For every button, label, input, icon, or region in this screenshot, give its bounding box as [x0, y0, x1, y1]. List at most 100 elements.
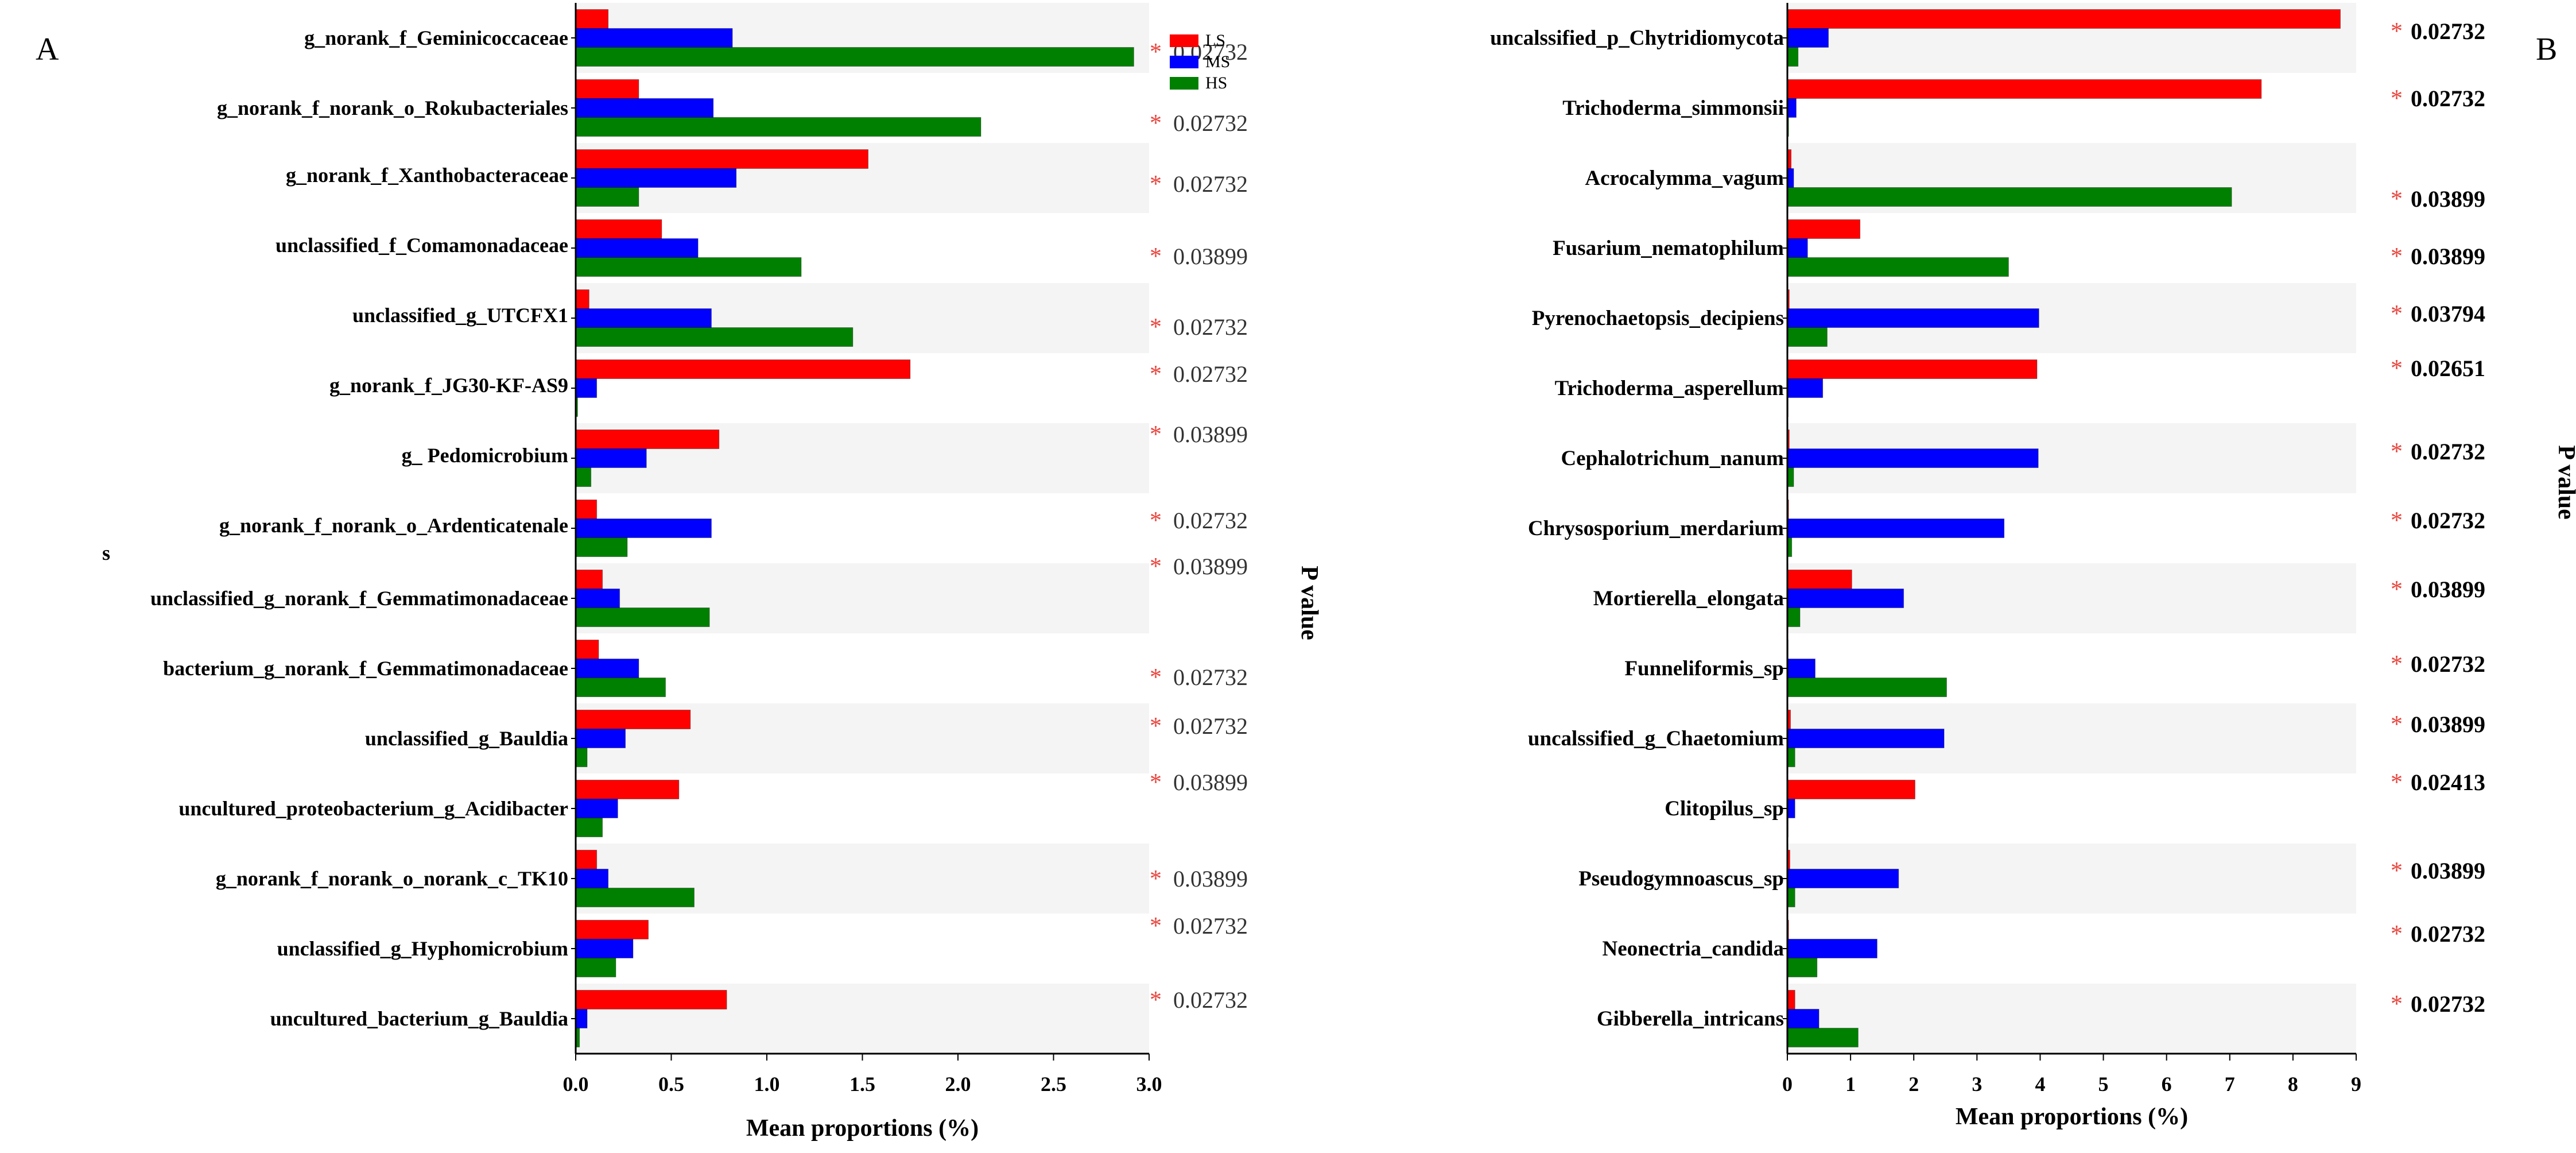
bar-ms: [1787, 659, 1815, 678]
p-value: 0.02732: [1173, 361, 1248, 387]
bar-ms: [1787, 729, 1945, 748]
bar-ms: [575, 98, 714, 118]
bar-ls: [575, 149, 868, 169]
x-tick-label: 2.5: [1041, 1073, 1066, 1096]
x-tick-label: 0: [1782, 1073, 1793, 1096]
bar-hs: [575, 818, 603, 837]
significance-star: *: [1150, 664, 1162, 691]
p-value: 0.02732: [2411, 921, 2485, 947]
bar-hs: [1787, 888, 1795, 907]
bar-hs: [575, 678, 666, 697]
p-value: 0.02651: [2411, 355, 2485, 381]
p-value: 0.03899: [1173, 769, 1248, 795]
category-label: bacterium_g_norank_f_Gemmatimonadaceae: [163, 657, 568, 680]
p-value: 0.03899: [2411, 576, 2485, 602]
bar-ls: [575, 359, 911, 379]
bar-ms: [1787, 448, 2039, 468]
p-value: 0.02732: [1173, 508, 1248, 533]
bar-hs: [575, 47, 1134, 67]
bar-ls: [575, 710, 691, 729]
bar-ls: [1787, 79, 2262, 99]
bar-ls: [575, 920, 649, 939]
p-value: 0.02732: [2411, 86, 2485, 111]
bar-ms: [1787, 939, 1877, 958]
x-tick-label: 2.0: [945, 1073, 971, 1096]
x-tick-label: 9: [2351, 1073, 2361, 1096]
bar-ms: [575, 168, 737, 188]
significance-star: *: [2391, 18, 2403, 45]
category-label: g_norank_f_Geminicoccaceae: [304, 26, 568, 49]
p-value-axis-title: P value: [2553, 445, 2576, 520]
legend-label: HS: [1205, 73, 1227, 92]
category-label: Funneliformis_sp: [1624, 657, 1784, 680]
category-label: Neonectria_candida: [1602, 937, 1784, 961]
x-tick-label: 7: [2225, 1073, 2235, 1096]
bar-hs: [575, 187, 639, 207]
significance-star: *: [1150, 314, 1162, 341]
category-label: g_ Pedomicrobium: [402, 444, 568, 467]
bar-ms: [1787, 308, 2039, 328]
significance-star: *: [1150, 554, 1162, 580]
bar-ms: [1787, 869, 1899, 888]
bar-ls: [575, 850, 598, 869]
bar-ms: [575, 869, 609, 888]
p-value: 0.02732: [2411, 508, 2485, 533]
significance-star: *: [2391, 186, 2403, 212]
row-band: [1787, 984, 2356, 1054]
bar-hs: [575, 117, 981, 137]
significance-star: *: [2391, 439, 2403, 465]
x-tick-label: 5: [2098, 1073, 2109, 1096]
x-tick-label: 1.0: [754, 1073, 780, 1096]
category-label: uncultured_bacterium_g_Bauldia: [270, 1007, 568, 1030]
legend-swatch-ls: [1170, 34, 1198, 47]
x-tick-label: 2: [1908, 1073, 1919, 1096]
category-label: unclassified_g_UTCFX1: [352, 304, 568, 327]
bar-ms: [1787, 799, 1795, 818]
category-label: unclassified_g_Hyphomicrobium: [277, 937, 568, 960]
panel-b: uncalssified_p_Chytridiomycota * 0.02732 Tr…: [1490, 3, 2576, 1130]
x-tick-label: 3: [1972, 1073, 1982, 1096]
x-axis-title: Mean proportions (%): [746, 1115, 979, 1142]
p-value: 0.02732: [1173, 913, 1248, 939]
x-tick-label: 0.0: [563, 1073, 589, 1096]
bar-ms: [575, 939, 634, 958]
significance-star: *: [2391, 508, 2403, 534]
significance-star: *: [2391, 991, 2403, 1017]
p-value: 0.03899: [1173, 866, 1248, 892]
category-label: g_norank_f_norank_o_norank_c_TK10: [216, 867, 568, 890]
bar-ls: [575, 9, 609, 29]
significance-star: *: [2391, 921, 2403, 947]
category-label: Fusarium_nematophilum: [1553, 237, 1784, 260]
bar-ls: [575, 570, 603, 589]
category-label: unclassified_f_Comamonadaceae: [276, 234, 568, 257]
bar-hs: [1787, 678, 1947, 697]
p-value: 0.02732: [1173, 314, 1248, 340]
p-value: 0.03899: [2411, 243, 2485, 269]
bar-ms: [1787, 98, 1797, 118]
bar-ls: [1787, 990, 1795, 1009]
bar-ls: [575, 289, 589, 309]
significance-star: *: [1150, 421, 1162, 448]
bar-hs: [1787, 187, 2232, 207]
bar-ms: [1787, 238, 1808, 258]
bar-hs: [575, 467, 592, 487]
panel-label: B: [2536, 32, 2557, 67]
bar-hs: [1787, 608, 1801, 627]
category-label: unclassified_g_norank_f_Gemmatimonadacea…: [150, 587, 568, 610]
significance-star: *: [1150, 361, 1162, 388]
bar-ls: [575, 79, 639, 99]
bar-ms: [575, 659, 639, 678]
p-value: 0.02732: [2411, 991, 2485, 1017]
category-label: g_norank_f_Xanthobacteraceae: [286, 164, 568, 187]
significance-star: *: [2391, 858, 2403, 884]
bar-ls: [575, 219, 662, 239]
significance-star: *: [2391, 301, 2403, 327]
category-label: Chrysosporium_merdarium: [1528, 517, 1784, 540]
category-label: Pyrenochaetopsis_decipiens: [1532, 307, 1784, 330]
p-value: 0.02413: [2411, 769, 2485, 795]
significance-star: *: [2391, 769, 2403, 796]
significance-star: *: [2391, 355, 2403, 382]
panel-label: A: [36, 32, 59, 67]
bar-hs: [575, 257, 802, 277]
p-value: 0.02732: [2411, 651, 2485, 677]
